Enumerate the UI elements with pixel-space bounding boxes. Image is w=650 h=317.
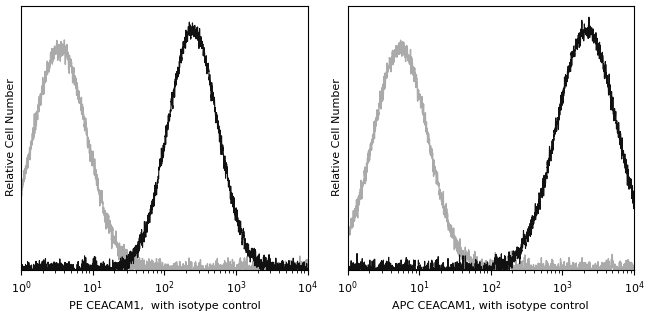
X-axis label: PE CEACAM1,  with isotype control: PE CEACAM1, with isotype control	[68, 301, 260, 311]
Y-axis label: Relative Cell Number: Relative Cell Number	[6, 79, 16, 197]
X-axis label: APC CEACAM1, with isotype control: APC CEACAM1, with isotype control	[393, 301, 589, 311]
Y-axis label: Relative Cell Number: Relative Cell Number	[332, 79, 342, 197]
